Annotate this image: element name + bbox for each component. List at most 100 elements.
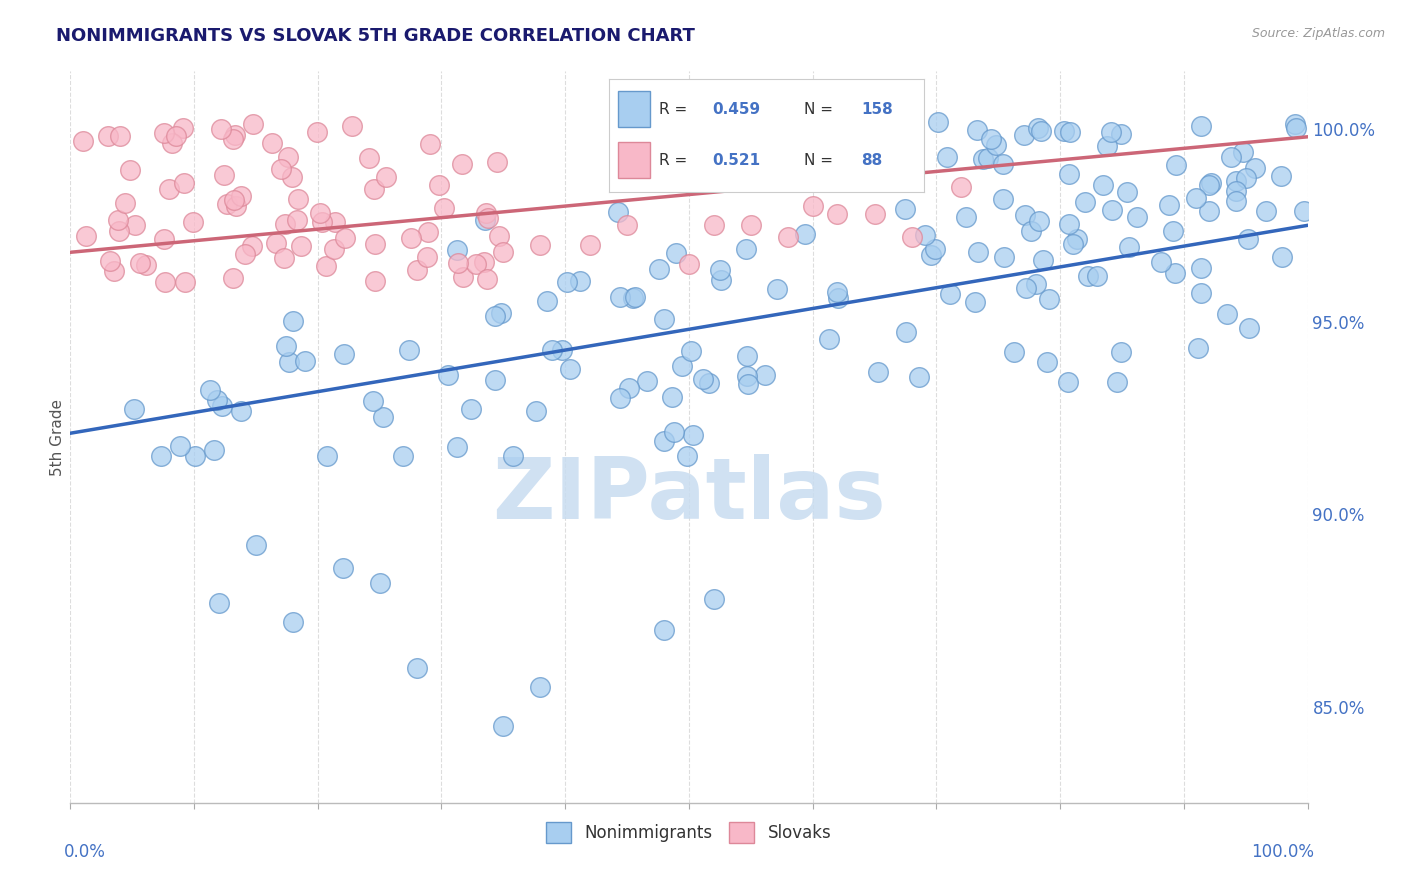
Point <box>697 376 720 390</box>
Point <box>661 390 683 404</box>
Point <box>709 263 731 277</box>
Point <box>754 368 776 383</box>
Point <box>1105 375 1128 389</box>
Point <box>323 243 346 257</box>
Point <box>124 219 146 233</box>
Point <box>692 372 714 386</box>
Point <box>484 309 506 323</box>
Point <box>1028 214 1050 228</box>
Point <box>950 179 973 194</box>
Point <box>475 205 498 219</box>
Point <box>436 368 458 382</box>
Point <box>1077 268 1099 283</box>
Point <box>1125 210 1147 224</box>
Point <box>446 243 468 257</box>
Point <box>1032 252 1054 267</box>
Point <box>766 282 789 296</box>
Point <box>1185 191 1208 205</box>
Point <box>551 343 574 357</box>
Point <box>703 219 725 233</box>
Point <box>488 228 510 243</box>
Point <box>1234 170 1257 185</box>
Point <box>529 681 551 695</box>
Point <box>1092 178 1115 192</box>
Point <box>1062 236 1084 251</box>
Point <box>1187 341 1209 355</box>
Point <box>446 440 468 454</box>
Point <box>993 251 1015 265</box>
Point <box>1015 281 1038 295</box>
Point <box>1198 178 1220 192</box>
Point <box>368 576 391 591</box>
Point <box>406 263 429 277</box>
Point <box>1059 125 1081 139</box>
Point <box>1215 307 1237 321</box>
Point <box>489 305 512 319</box>
Point <box>361 394 384 409</box>
Point <box>492 719 515 733</box>
Point <box>208 596 231 610</box>
Point <box>965 295 987 310</box>
Point <box>460 401 482 416</box>
Point <box>710 273 733 287</box>
Point <box>1161 224 1184 238</box>
Point <box>1038 292 1060 306</box>
Point <box>993 193 1015 207</box>
Point <box>1029 124 1052 138</box>
Point <box>242 118 264 132</box>
Point <box>1284 117 1306 131</box>
Point <box>984 138 1007 153</box>
Point <box>1285 121 1308 136</box>
Point <box>654 434 676 449</box>
Point <box>209 121 232 136</box>
Point <box>617 381 640 395</box>
Point <box>1109 128 1132 142</box>
Point <box>311 215 333 229</box>
Point <box>416 250 439 264</box>
Point <box>335 231 357 245</box>
Point <box>419 136 441 151</box>
Point <box>1026 120 1049 135</box>
Point <box>183 450 205 464</box>
Text: 0.0%: 0.0% <box>65 843 105 861</box>
Point <box>1021 224 1043 238</box>
Point <box>1099 125 1122 139</box>
Point <box>1225 174 1247 188</box>
Point <box>681 343 703 358</box>
Point <box>1057 218 1080 232</box>
Point <box>287 192 309 206</box>
Point <box>1237 231 1260 245</box>
Point <box>75 228 97 243</box>
Point <box>1025 277 1047 292</box>
Point <box>735 368 758 383</box>
Point <box>173 176 195 190</box>
Point <box>966 245 988 260</box>
Point <box>536 293 558 308</box>
Point <box>359 151 381 165</box>
Point <box>450 157 472 171</box>
Point <box>225 199 247 213</box>
Point <box>484 373 506 387</box>
Point <box>277 355 299 369</box>
Point <box>1270 169 1292 183</box>
Legend: Nonimmigrants, Slovaks: Nonimmigrants, Slovaks <box>540 815 838 849</box>
Point <box>740 219 762 233</box>
Point <box>276 339 298 353</box>
Point <box>371 409 394 424</box>
Point <box>678 257 700 271</box>
Point <box>375 169 398 184</box>
Point <box>205 392 228 407</box>
Text: NONIMMIGRANTS VS SLOVAK 5TH GRADE CORRELATION CHART: NONIMMIGRANTS VS SLOVAK 5TH GRADE CORREL… <box>56 27 695 45</box>
Point <box>157 181 180 195</box>
Point <box>472 255 495 269</box>
Point <box>529 237 551 252</box>
Point <box>623 291 645 305</box>
Point <box>222 194 245 208</box>
Point <box>165 129 187 144</box>
Point <box>1109 344 1132 359</box>
Point <box>364 236 387 251</box>
Text: 100.0%: 100.0% <box>1251 843 1313 861</box>
Point <box>231 189 253 203</box>
Point <box>398 343 420 357</box>
Point <box>1157 198 1180 212</box>
